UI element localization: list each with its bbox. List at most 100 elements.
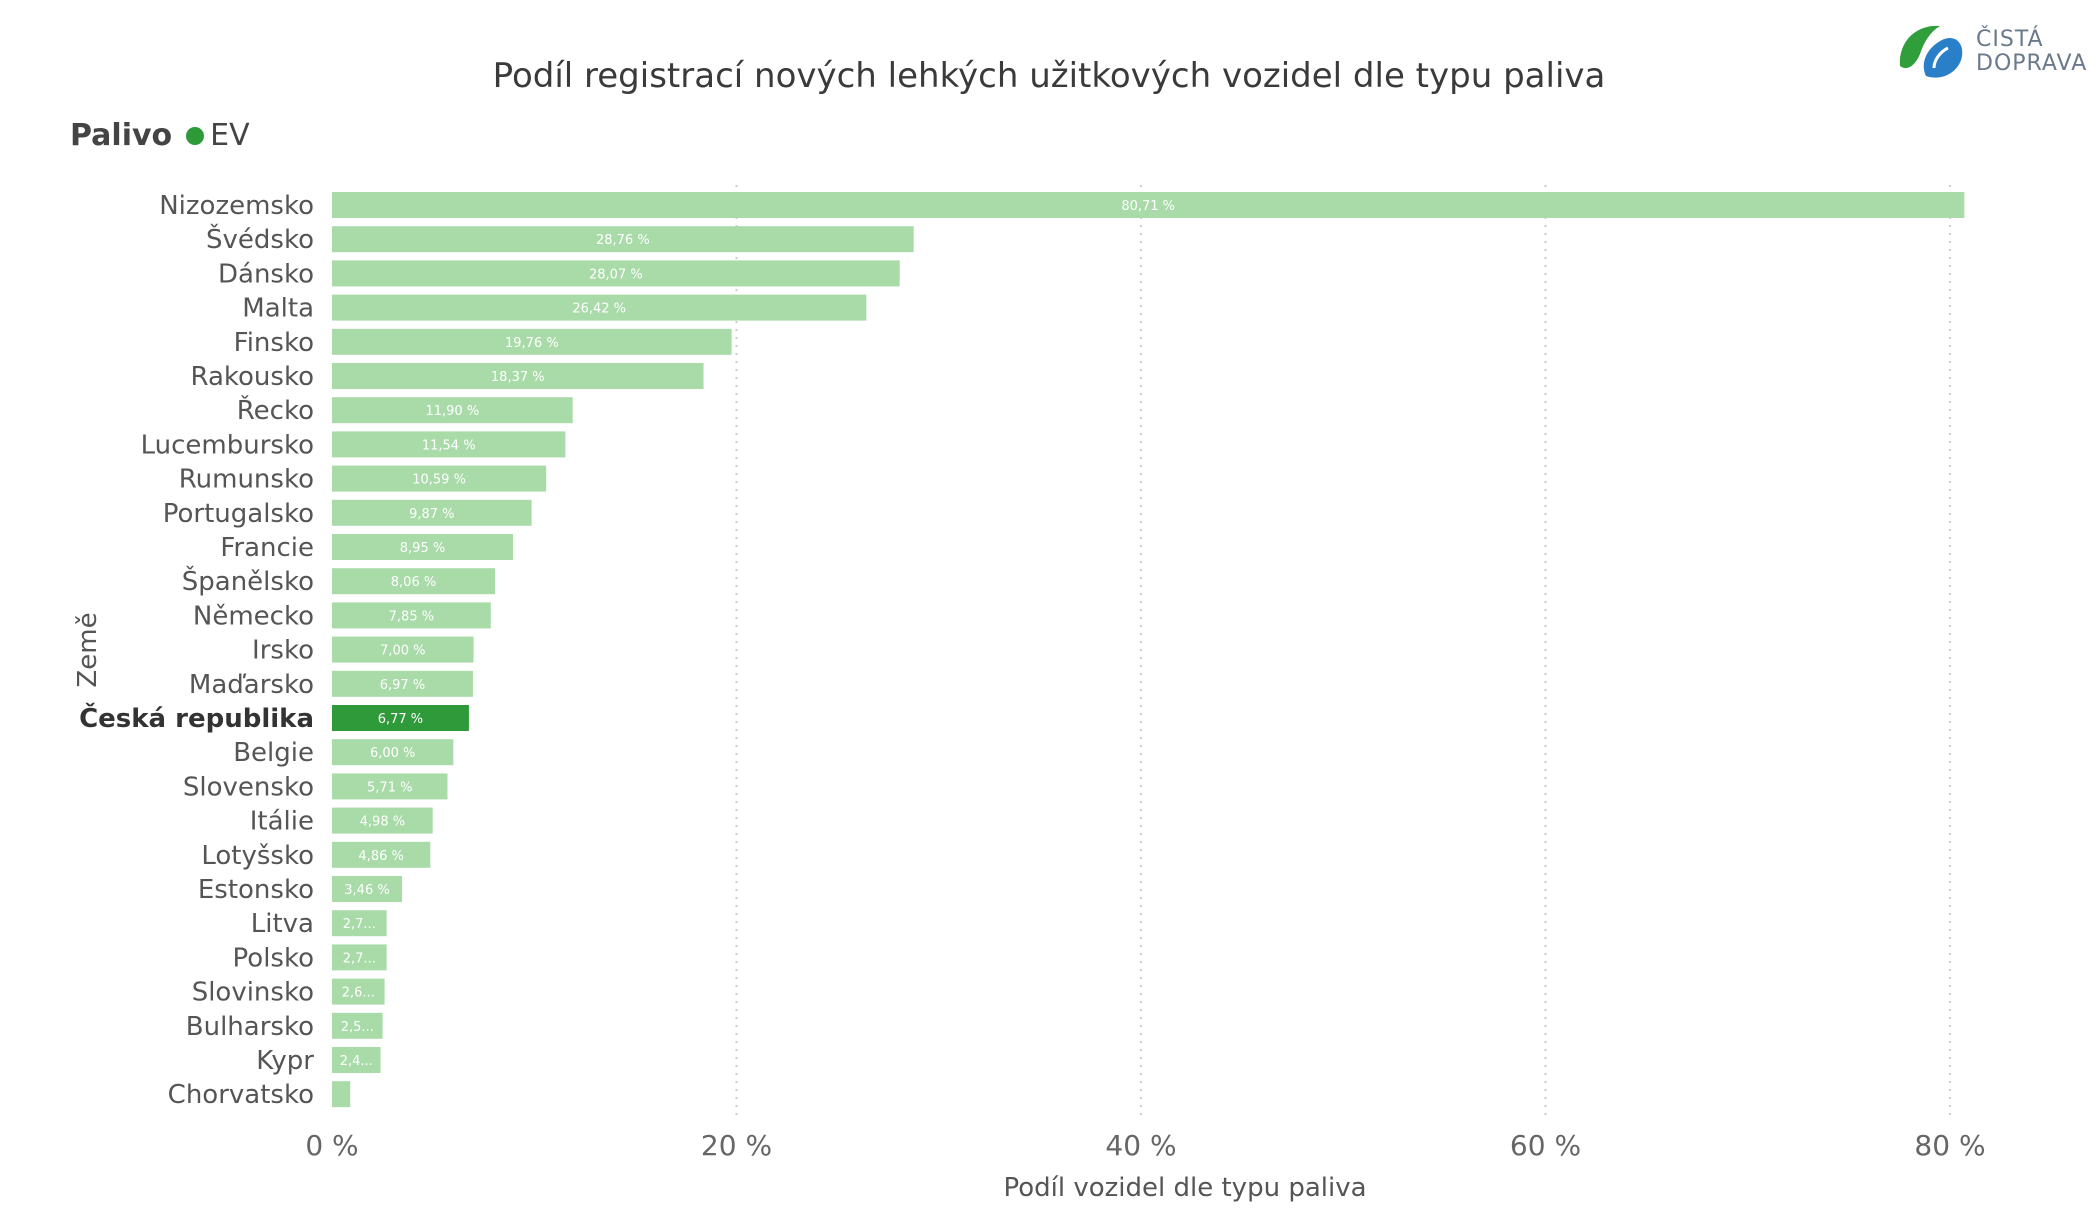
data-label: 2,7...: [343, 917, 376, 932]
bar[interactable]: [332, 568, 496, 595]
legend-item-ev[interactable]: EV: [210, 118, 250, 153]
category-label: Rakousko: [190, 362, 314, 392]
bar[interactable]: [332, 773, 448, 800]
data-label: 11,90 %: [425, 404, 479, 419]
x-tick-label: 40 %: [1105, 1129, 1176, 1162]
category-label: Irsko: [252, 636, 314, 666]
category-label: Lucembursko: [141, 430, 314, 460]
legend-dot-icon: [186, 126, 205, 145]
category-label: Dánsko: [218, 259, 314, 289]
category-label: Švédsko: [206, 223, 314, 255]
category-label: Malta: [242, 294, 314, 324]
bar[interactable]: [332, 534, 514, 560]
bar[interactable]: [332, 260, 900, 287]
y-axis-title: Země: [73, 612, 103, 687]
category-label: Belgie: [233, 738, 314, 768]
chart-title: Podíl registrací nových lehkých užitkový…: [492, 56, 1606, 96]
data-label: 2,6...: [342, 986, 375, 1001]
category-label: Česká republika: [79, 702, 314, 734]
x-tick-label: 60 %: [1510, 1129, 1581, 1162]
data-label: 2,7...: [343, 951, 376, 966]
category-label: Itálie: [250, 807, 314, 837]
bar[interactable]: [332, 1081, 351, 1108]
category-label: Bulharsko: [186, 1012, 314, 1042]
bar[interactable]: [332, 670, 473, 697]
data-label: 7,85 %: [389, 609, 434, 624]
data-label: 6,77 %: [378, 712, 423, 727]
category-label: Lotyšsko: [201, 841, 314, 871]
bar[interactable]: [332, 226, 914, 253]
data-label: 3,46 %: [344, 883, 389, 898]
category-label: Polsko: [233, 943, 314, 973]
category-label: Portugalsko: [163, 499, 314, 529]
bar[interactable]: [332, 807, 433, 834]
bar[interactable]: [332, 431, 566, 458]
bar[interactable]: [332, 978, 385, 1005]
x-tick-label: 20 %: [701, 1129, 772, 1162]
data-label: 6,97 %: [380, 678, 425, 693]
x-axis-title: Podíl vozidel dle typu paliva: [1003, 1173, 1366, 1203]
x-tick-label: 80 %: [1914, 1129, 1985, 1162]
bar[interactable]: [332, 397, 573, 424]
logo-text: ČISTÁ DOPRAVA: [1976, 28, 2087, 76]
category-label: Estonsko: [198, 875, 314, 905]
legend-title: Palivo: [70, 118, 173, 153]
bar[interactable]: [332, 876, 402, 902]
category-label: Litva: [251, 909, 314, 939]
category-label: Španělsko: [182, 565, 314, 597]
category-label: Německo: [193, 601, 314, 631]
data-label: 28,07 %: [589, 267, 643, 282]
data-label: 6,00 %: [370, 746, 415, 761]
data-label: 11,54 %: [422, 438, 476, 453]
bar[interactable]: [332, 1012, 383, 1039]
category-label: Rumunsko: [179, 465, 314, 495]
data-label: 18,37 %: [491, 370, 545, 385]
bar[interactable]: [332, 294, 867, 321]
data-label: 2,4...: [340, 1054, 373, 1069]
x-tick-label: 0 %: [305, 1129, 358, 1162]
category-label: Kypr: [256, 1046, 314, 1076]
category-label: Maďarsko: [189, 670, 314, 700]
bar[interactable]: [332, 944, 387, 971]
category-label: Chorvatsko: [168, 1080, 314, 1110]
category-label: Francie: [220, 533, 314, 563]
bar[interactable]: [332, 705, 469, 731]
category-label: Slovensko: [183, 772, 314, 802]
bar[interactable]: [332, 328, 732, 355]
category-label: Nizozemsko: [159, 191, 314, 221]
data-label: 4,86 %: [358, 849, 403, 864]
legend: Palivo EV: [70, 118, 250, 153]
data-label: 19,76 %: [505, 336, 559, 351]
logo-line2: DOPRAVA: [1976, 51, 2088, 76]
bar[interactable]: [332, 465, 547, 492]
data-label: 10,59 %: [412, 473, 466, 488]
data-label: 8,06 %: [391, 575, 436, 590]
data-label: 80,71 %: [1121, 199, 1175, 214]
data-label: 9,87 %: [409, 507, 454, 522]
grid-lines: [735, 185, 1951, 1115]
data-label: 4,98 %: [360, 815, 405, 830]
category-label: Finsko: [234, 328, 314, 358]
bar[interactable]: [332, 1047, 381, 1073]
x-axis-ticks: 0 % 20 % 40 % 60 % 80 %: [305, 1129, 1985, 1162]
bar[interactable]: [332, 636, 474, 663]
data-label: 2,5...: [341, 1020, 374, 1035]
data-label: 28,76 %: [596, 233, 650, 248]
category-label: Slovinsko: [192, 978, 314, 1008]
bar[interactable]: [332, 499, 532, 526]
bar[interactable]: [332, 602, 491, 629]
data-label: 7,00 %: [380, 644, 425, 659]
data-label: 26,42 %: [572, 302, 626, 317]
bar[interactable]: [332, 192, 1965, 218]
data-label: 8,95 %: [400, 541, 445, 556]
data-label: 5,71 %: [367, 780, 412, 795]
bars: 80,71 % 28,76 % 28,07 % 26,42 % 19,76 % 18,37…: [332, 192, 1965, 1108]
bar[interactable]: [332, 910, 387, 937]
category-label: Řecko: [237, 394, 314, 426]
bar[interactable]: [332, 841, 431, 868]
bar[interactable]: [332, 739, 454, 766]
bar[interactable]: [332, 363, 704, 389]
logo-line1: ČISTÁ: [1976, 27, 2044, 52]
